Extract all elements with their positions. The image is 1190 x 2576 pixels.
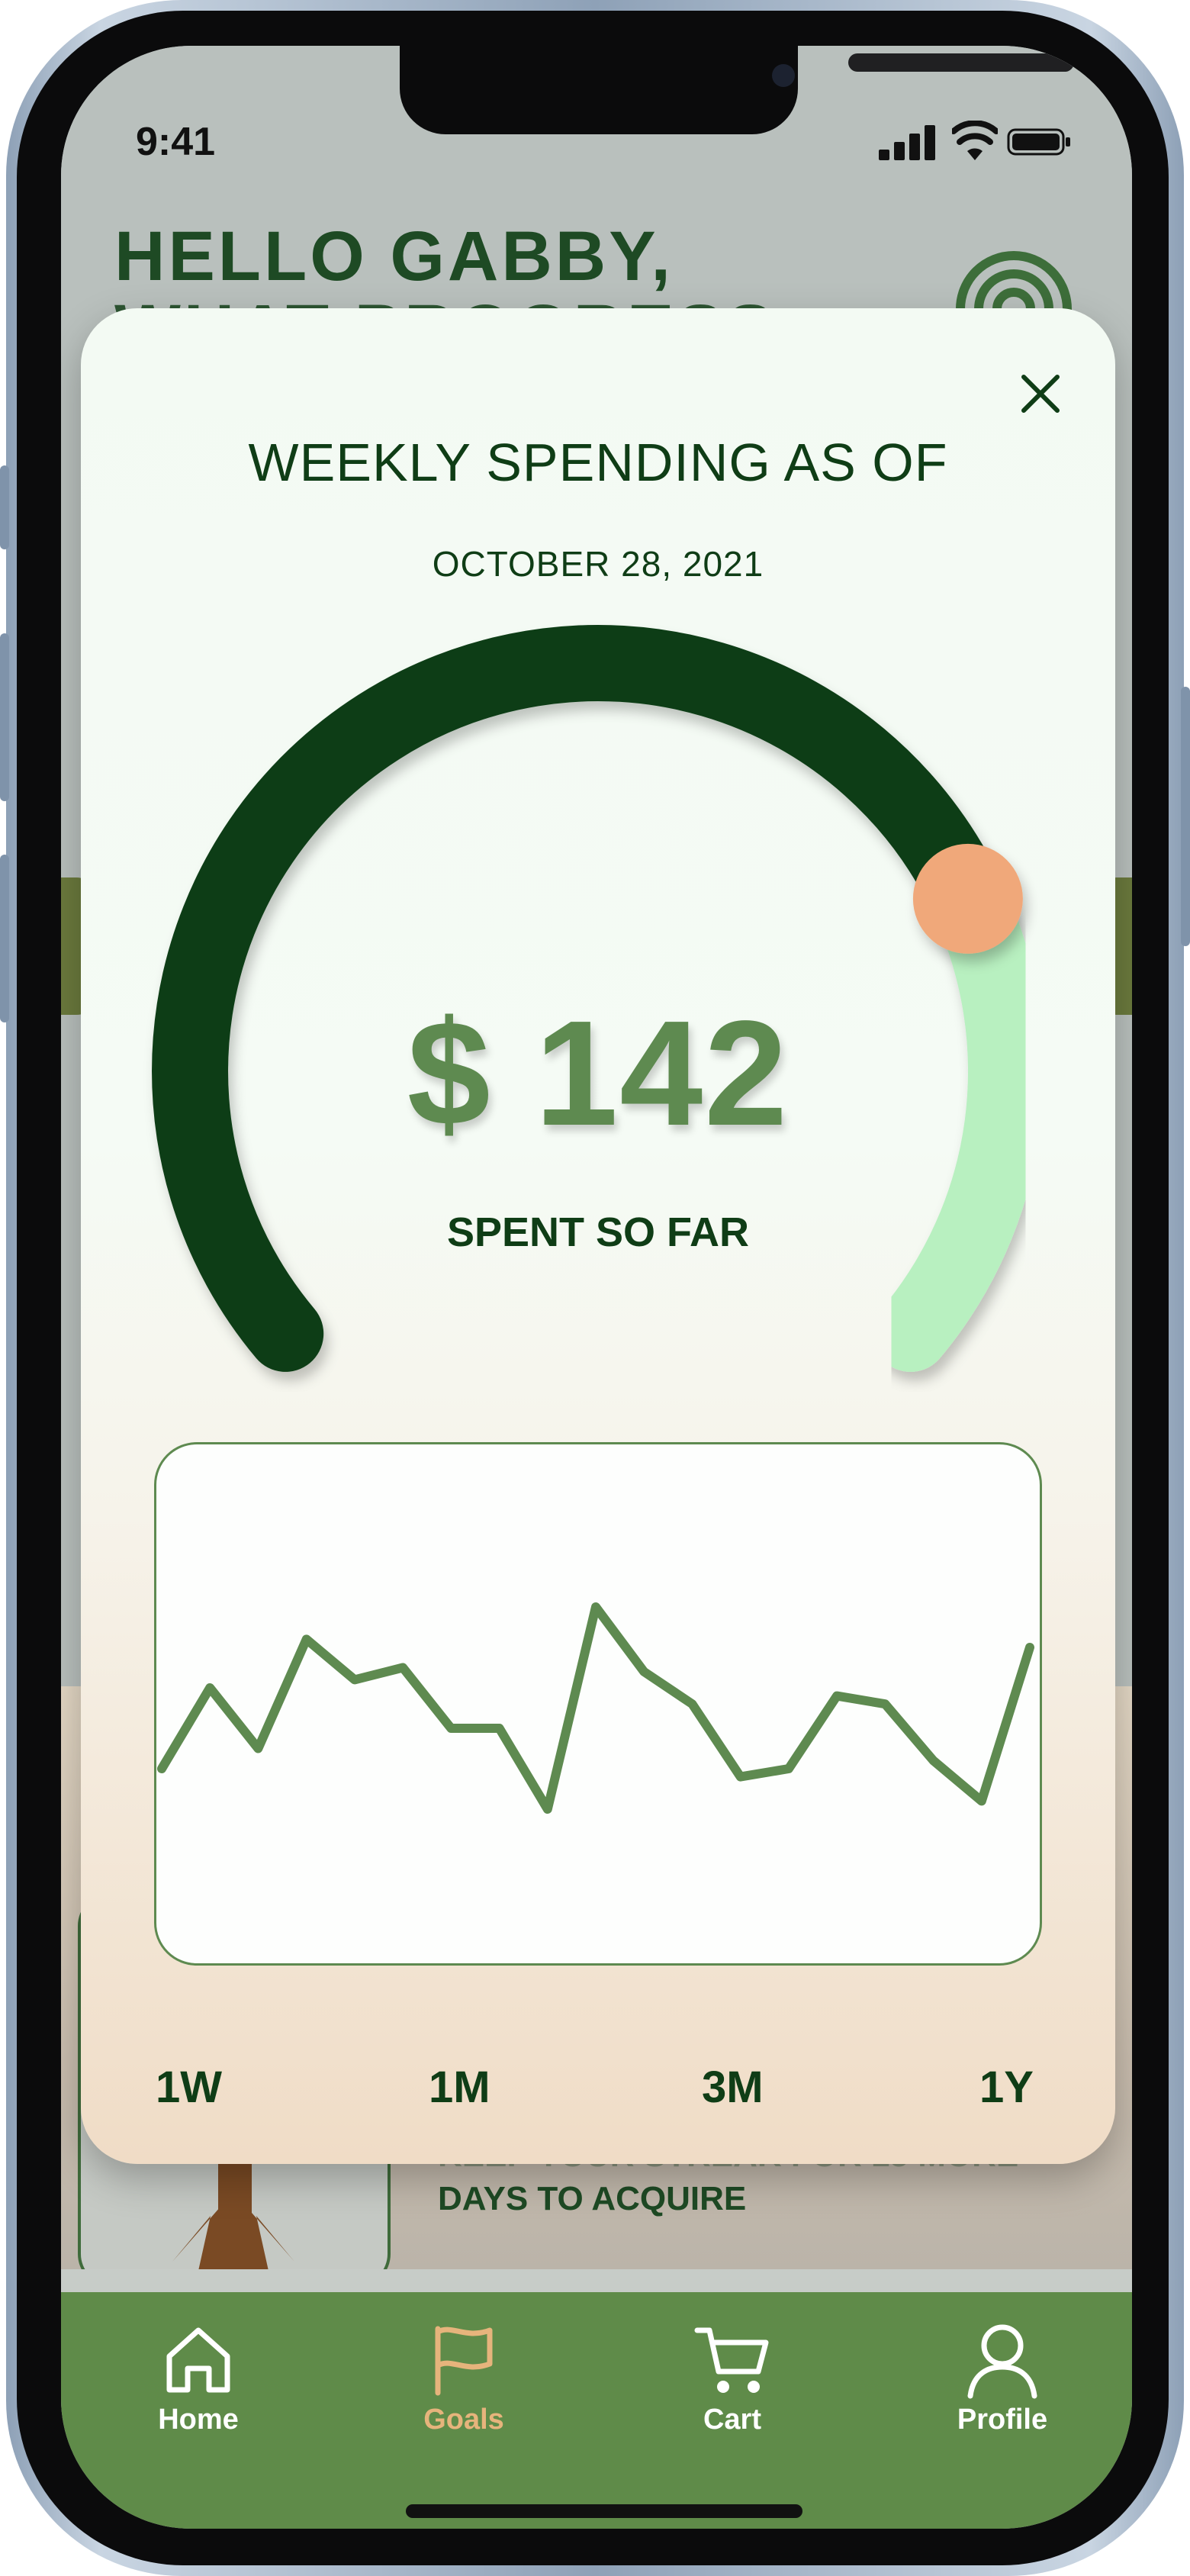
streak-text-line2: DAYS TO ACQUIRE <box>438 2180 747 2217</box>
status-time: 9:41 <box>136 120 216 164</box>
volume-up-button <box>0 633 9 801</box>
range-1y[interactable]: 1Y <box>979 2062 1034 2112</box>
modal-date: OCTOBER 28, 2021 <box>432 544 764 584</box>
mute-switch <box>0 465 9 549</box>
spending-modal: WEEKLY SPENDING AS OF OCTOBER 28, 2021 $… <box>81 308 1115 2164</box>
spent-caption: SPENT SO FAR <box>446 1209 750 1255</box>
tab-goals[interactable]: Goals <box>380 2320 548 2449</box>
tab-cart[interactable]: Cart <box>648 2320 816 2449</box>
time-range-selector: 1W 1M 3M 1Y <box>81 2062 1115 2123</box>
flag-icon <box>435 2326 493 2396</box>
notch <box>400 46 1074 134</box>
range-1m[interactable]: 1M <box>429 2062 490 2112</box>
cellular-signal-icon <box>879 125 935 160</box>
tab-goals-label: Goals <box>423 2404 504 2436</box>
power-button <box>1181 687 1190 946</box>
home-indicator <box>406 2504 802 2518</box>
close-icon[interactable] <box>1008 362 1073 426</box>
modal-title: WEEKLY SPENDING AS OF <box>248 433 948 492</box>
battery-icon <box>1007 128 1070 156</box>
range-3m[interactable]: 3M <box>702 2062 764 2112</box>
spending-gauge <box>152 625 1044 1372</box>
tab-cart-label: Cart <box>703 2404 762 2436</box>
earpiece-speaker <box>848 53 1074 72</box>
home-icon <box>166 2327 230 2393</box>
gauge-handle[interactable] <box>912 843 1023 954</box>
cart-icon <box>694 2327 769 2393</box>
front-camera <box>772 64 795 87</box>
gauge-track <box>872 860 1044 1372</box>
spending-series-line <box>157 1602 1034 1814</box>
gauge-fill <box>152 625 1006 1372</box>
profile-icon <box>967 2324 1037 2399</box>
spending-line-chart <box>157 1602 1034 1814</box>
tab-home[interactable]: Home <box>114 2320 282 2449</box>
screen: HELLO GABBY, WHAT PROGRESS KEEP YOUR STR… <box>61 46 1132 2529</box>
greeting-heading: HELLO GABBY, <box>114 217 674 295</box>
tab-bar: Home Goals Cart Profile <box>61 2292 1132 2529</box>
spent-amount: $ 142 <box>407 990 790 1157</box>
tab-profile[interactable]: Profile <box>918 2320 1086 2449</box>
divider <box>61 2269 1132 2292</box>
tab-home-label: Home <box>158 2404 239 2436</box>
range-1w[interactable]: 1W <box>156 2062 222 2112</box>
tab-profile-label: Profile <box>957 2404 1048 2436</box>
spending-chart-frame <box>154 1442 1042 1966</box>
volume-down-button <box>0 855 9 1022</box>
wifi-icon <box>952 121 998 160</box>
